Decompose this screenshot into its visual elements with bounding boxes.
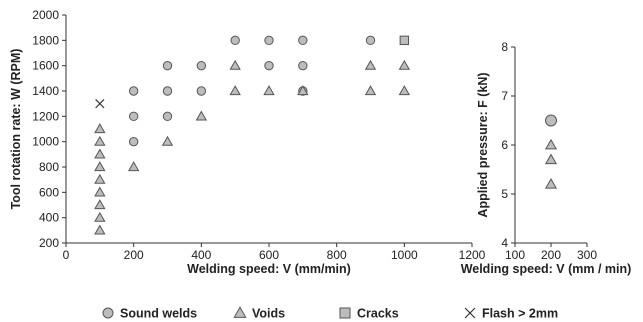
- data-point-voids: [297, 85, 309, 96]
- data-point-sound-welds: [128, 111, 139, 122]
- legend-item: Voids: [233, 306, 285, 321]
- data-point-voids: [161, 135, 174, 146]
- x-tick-label: 200: [541, 248, 561, 262]
- data-point-sound-welds: [230, 35, 240, 46]
- data-point-flash-2mm: [95, 99, 105, 109]
- data-point-cracks: [399, 35, 410, 46]
- data-point-sound-welds: [545, 114, 557, 127]
- data-point-sound-welds: [365, 35, 376, 46]
- y-tick-label: 1400: [32, 84, 59, 98]
- x-tick-label: 300: [577, 248, 597, 262]
- data-point-sound-welds: [162, 111, 173, 122]
- y-tick-label: 800: [39, 160, 59, 174]
- data-point-voids: [544, 138, 558, 150]
- data-point-sound-welds: [196, 60, 207, 71]
- y-axis-title: Applied pressure: F (kN): [476, 72, 490, 217]
- y-tick-label: 1800: [32, 33, 59, 47]
- x-tick-label: 200: [124, 248, 144, 262]
- legend-item: Cracks: [339, 307, 399, 321]
- x-tick-label: 1000: [391, 248, 418, 262]
- x-tick-label: 400: [191, 248, 211, 262]
- data-point-sound-welds: [264, 60, 274, 71]
- x-tick-label: 800: [327, 248, 347, 262]
- x-tick-label: 0: [63, 248, 70, 262]
- x-tick-label: 600: [259, 248, 279, 262]
- data-point-voids: [364, 85, 377, 96]
- data-point-voids: [94, 186, 106, 197]
- data-point-sound-welds: [196, 86, 207, 96]
- y-tick-label: 7: [501, 89, 508, 103]
- chart-rotation-vs-speed: 200 400 600 800 1000 1200 1400 1600 1800 2000 0 20…: [9, 8, 486, 276]
- y-tick-label: 600: [39, 185, 59, 199]
- legend-label: Voids: [252, 307, 285, 321]
- data-point-voids: [94, 123, 106, 134]
- data-point-voids: [229, 59, 241, 70]
- data-point-voids: [94, 199, 106, 210]
- legend-marker-circle: [102, 307, 114, 319]
- data-point-voids: [94, 173, 106, 184]
- data-point-voids: [398, 59, 411, 70]
- y-tick-label: 6: [501, 138, 508, 152]
- data-point-sound-welds: [298, 60, 308, 71]
- legend-marker-triangle: [233, 306, 247, 318]
- y-tick-label: 200: [39, 236, 59, 250]
- data-point-voids: [94, 211, 106, 222]
- x-tick-label: 100: [505, 248, 525, 262]
- data-point-sound-welds: [298, 35, 308, 46]
- y-axis-title: Tool rotation rate: W (RPM): [9, 49, 23, 210]
- y-tick-label: 400: [39, 211, 59, 225]
- data-point-voids: [127, 161, 140, 172]
- data-point-voids: [364, 59, 377, 70]
- legend: Sound welds Voids Cracks Flash > 2mm: [102, 306, 558, 321]
- data-point-sound-welds: [162, 86, 173, 96]
- data-point-voids: [195, 110, 208, 121]
- x-tick-label: 1200: [459, 248, 486, 262]
- y-tick-label: 5: [501, 187, 508, 201]
- legend-marker-x: [464, 307, 476, 319]
- data-point-voids: [94, 161, 106, 172]
- y-tick-label: 1200: [32, 109, 59, 123]
- data-point-sound-welds: [128, 86, 139, 96]
- data-point-voids: [544, 178, 558, 189]
- data-point-voids: [94, 224, 106, 235]
- legend-label: Sound welds: [120, 307, 197, 321]
- y-tick-label: 1600: [32, 59, 59, 73]
- data-point-voids: [94, 148, 106, 159]
- chart-pressure-vs-speed: 4 5 6 7 8 100 200 300 Welding speed: V (mm / m…: [461, 40, 632, 276]
- data-point-sound-welds: [128, 136, 139, 147]
- data-point-sound-welds: [162, 60, 173, 71]
- data-point-voids: [544, 153, 558, 165]
- legend-label: Cracks: [357, 307, 399, 321]
- data-point-voids: [263, 85, 275, 96]
- y-tick-label: 8: [501, 40, 508, 54]
- data-point-sound-welds: [264, 35, 274, 46]
- legend-item: Flash > 2mm: [464, 307, 558, 321]
- y-tick-label: 2000: [32, 8, 59, 22]
- data-point-voids: [229, 85, 241, 96]
- x-axis-title: Welding speed: V (mm/min): [187, 262, 351, 276]
- y-tick-label: 4: [501, 236, 508, 250]
- y-tick-label: 1000: [32, 135, 59, 149]
- data-point-voids: [398, 85, 411, 96]
- legend-marker-square: [339, 307, 351, 319]
- legend-label: Flash > 2mm: [482, 307, 558, 321]
- legend-item: Sound welds: [102, 307, 197, 321]
- data-point-voids: [94, 135, 106, 146]
- x-axis-title: Welding speed: V (mm / min): [461, 262, 632, 276]
